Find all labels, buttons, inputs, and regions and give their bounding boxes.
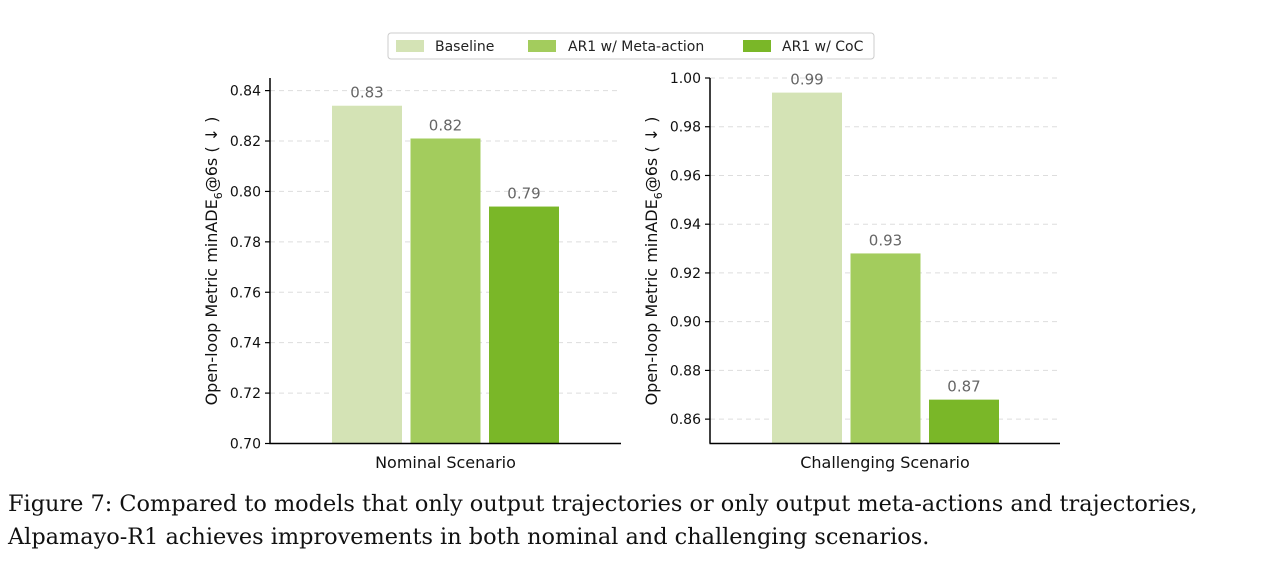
bar-challenging-baseline <box>772 92 842 444</box>
chart-nominal-scenario: 0.83 0.82 0.79 0.70 0.72 0.74 0.76 0.78 0.80 0.8… <box>202 78 621 472</box>
y-ticks-challenging: 0.86 0.88 0.90 0.92 0.94 0.96 0.98 1.00 <box>670 71 710 428</box>
bar-value-label-challenging-meta-action: 0.93 <box>869 231 902 249</box>
y-label-sub-challenging: 6 <box>652 192 665 199</box>
y-tick-label: 0.72 <box>230 386 261 402</box>
caption-line-2: Alpamayo-R1 achieves improvements in bot… <box>8 524 930 550</box>
legend-label-baseline: Baseline <box>435 39 494 55</box>
y-tick-label: 0.70 <box>230 437 261 453</box>
bar-nominal-coc <box>489 206 559 444</box>
legend-label-coc: AR1 w/ CoC <box>782 39 864 55</box>
y-label-prefix-nominal: Open-loop Metric minADE <box>202 199 221 405</box>
bar-value-label-nominal-meta-action: 0.82 <box>429 116 462 134</box>
y-tick-label: 0.84 <box>230 84 261 100</box>
y-axis-label-nominal: Open-loop Metric minADE6@6s ( ↓ ) <box>202 117 225 406</box>
y-tick-label: 0.86 <box>670 412 701 428</box>
y-tick-label: 0.96 <box>670 168 701 184</box>
y-tick-label: 0.74 <box>230 336 261 352</box>
y-tick-label: 0.92 <box>670 266 701 282</box>
bar-value-label-nominal-baseline: 0.83 <box>350 84 383 102</box>
bar-labels-challenging: 0.99 0.93 0.87 <box>790 71 980 396</box>
bar-nominal-meta-action <box>410 138 481 444</box>
y-ticks-nominal: 0.70 0.72 0.74 0.76 0.78 0.80 0.82 0.84 <box>230 84 270 453</box>
y-tick-label: 0.80 <box>230 184 261 200</box>
y-tick-label: 0.94 <box>670 217 701 233</box>
bars-nominal <box>332 105 559 444</box>
bar-value-label-challenging-coc: 0.87 <box>947 378 980 396</box>
bar-value-label-nominal-coc: 0.79 <box>507 185 540 203</box>
x-axis-label-challenging: Challenging Scenario <box>800 453 970 472</box>
legend-swatch-coc <box>743 40 771 52</box>
y-tick-label: 0.76 <box>230 285 261 301</box>
y-label-suffix-nominal: @6s ( ↓ ) <box>202 117 221 193</box>
bar-challenging-coc <box>929 399 999 444</box>
y-tick-label: 0.82 <box>230 134 261 150</box>
legend-label-meta-action: AR1 w/ Meta-action <box>568 39 704 55</box>
figure-caption: Figure 7: Compared to models that only o… <box>8 488 1276 554</box>
figure-chart: Baseline AR1 w/ Meta-action AR1 w/ CoC 0… <box>202 32 1060 472</box>
y-tick-label: 0.90 <box>670 315 701 331</box>
legend-frame <box>387 32 875 60</box>
y-label-prefix-challenging: Open-loop Metric minADE <box>642 199 661 405</box>
bars-challenging <box>772 92 999 444</box>
caption-line-1: Figure 7: Compared to models that only o… <box>8 491 1198 517</box>
y-tick-label: 0.78 <box>230 235 261 251</box>
legend-swatch-baseline <box>396 40 424 52</box>
bar-challenging-meta-action <box>850 253 921 444</box>
y-label-sub-nominal: 6 <box>212 192 225 199</box>
y-label-suffix-challenging: @6s ( ↓ ) <box>642 117 661 193</box>
legend-swatch-meta-action <box>528 40 556 52</box>
y-tick-label: 1.00 <box>670 71 701 87</box>
bar-nominal-baseline <box>332 105 402 444</box>
x-axis-label-nominal: Nominal Scenario <box>375 453 516 472</box>
chart-challenging-scenario: 0.99 0.93 0.87 0.86 0.88 0.90 0.92 0.94 0.96 0.9… <box>642 71 1060 472</box>
y-tick-label: 0.98 <box>670 120 701 136</box>
bar-labels-nominal: 0.83 0.82 0.79 <box>350 84 540 203</box>
y-tick-label: 0.88 <box>670 363 701 379</box>
y-axis-label-challenging: Open-loop Metric minADE6@6s ( ↓ ) <box>642 117 665 406</box>
bar-value-label-challenging-baseline: 0.99 <box>790 71 823 89</box>
legend: Baseline AR1 w/ Meta-action AR1 w/ CoC <box>387 32 875 60</box>
